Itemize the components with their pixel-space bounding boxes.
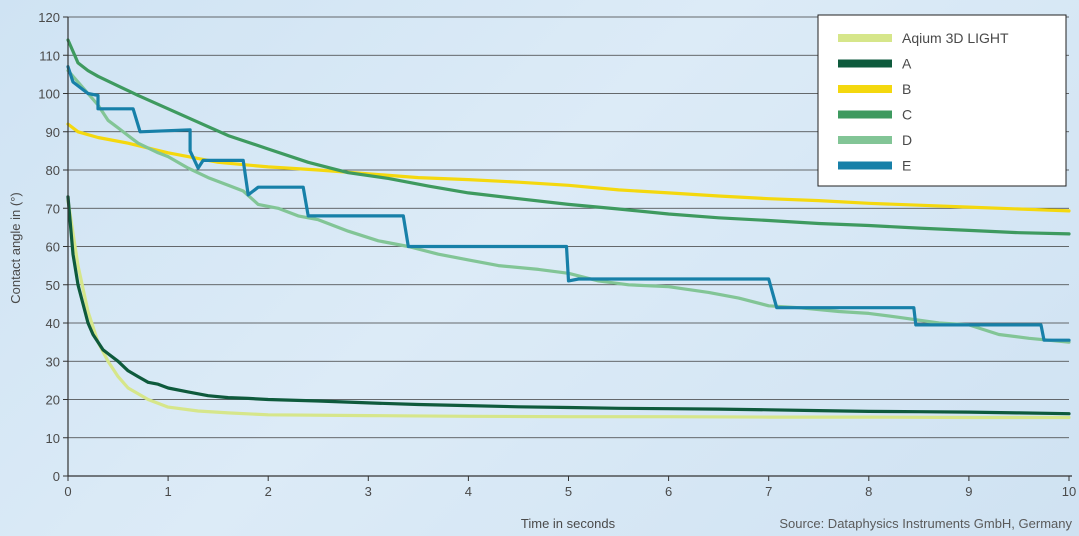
y-tick-label: 80 — [46, 163, 60, 178]
legend-label: B — [902, 81, 911, 97]
y-tick-label: 20 — [46, 393, 60, 408]
y-tick-label: 100 — [38, 87, 60, 102]
axes — [63, 16, 1072, 481]
y-tick-label: 70 — [46, 201, 60, 216]
legend-swatch — [838, 59, 892, 68]
y-tick-label: 0 — [53, 469, 60, 484]
legend-box — [817, 14, 1067, 187]
series-line-e — [66, 65, 1071, 342]
x-tick-label: 2 — [265, 484, 272, 499]
y-tick-label: 10 — [46, 431, 60, 446]
y-tick-label: 120 — [38, 10, 60, 25]
series-line-aqium-3d-light — [66, 199, 1071, 420]
series-lines — [66, 38, 1071, 420]
series-line-d — [66, 69, 1071, 344]
x-tick-label: 6 — [665, 484, 672, 499]
x-tick-label: 9 — [965, 484, 972, 499]
y-axis-label: Contact angle in (°) — [8, 192, 23, 303]
tick-labels: 0 10 20 30 40 50 60 70 80 90 100 110 120 0 1 2 3 4 5 6 7 8 9 10 — [38, 10, 1076, 499]
legend-swatch — [838, 110, 892, 119]
legend-label: E — [902, 158, 911, 174]
legend-label: A — [902, 56, 912, 72]
legend-label: D — [902, 132, 912, 148]
x-tick-label: 0 — [64, 484, 71, 499]
legend-label: C — [902, 107, 912, 123]
series-line-c — [66, 38, 1071, 236]
source-credit: Source: Dataphysics Instruments GmbH, Ge… — [779, 516, 1072, 531]
series-line-a — [66, 195, 1071, 416]
x-tick-label: 5 — [565, 484, 572, 499]
y-tick-label: 40 — [46, 316, 60, 331]
x-tick-label: 3 — [365, 484, 372, 499]
legend-swatch — [838, 85, 892, 93]
x-tick-label: 1 — [164, 484, 171, 499]
x-tick-label: 4 — [465, 484, 472, 499]
y-tick-label: 30 — [46, 354, 60, 369]
y-tick-label: 110 — [39, 48, 60, 63]
legend-swatch — [838, 136, 892, 144]
legend-swatch — [838, 34, 892, 42]
x-tick-label: 10 — [1062, 484, 1076, 499]
y-tick-label: 50 — [46, 278, 60, 293]
y-tick-label: 90 — [46, 125, 60, 140]
legend-label: Aqium 3D LIGHT — [902, 30, 1009, 46]
y-tick-label: 60 — [46, 240, 60, 255]
legend-swatch — [838, 161, 892, 170]
x-tick-label: 7 — [765, 484, 772, 499]
x-axis-label: Time in seconds — [521, 516, 616, 531]
x-tick-label: 8 — [865, 484, 872, 499]
